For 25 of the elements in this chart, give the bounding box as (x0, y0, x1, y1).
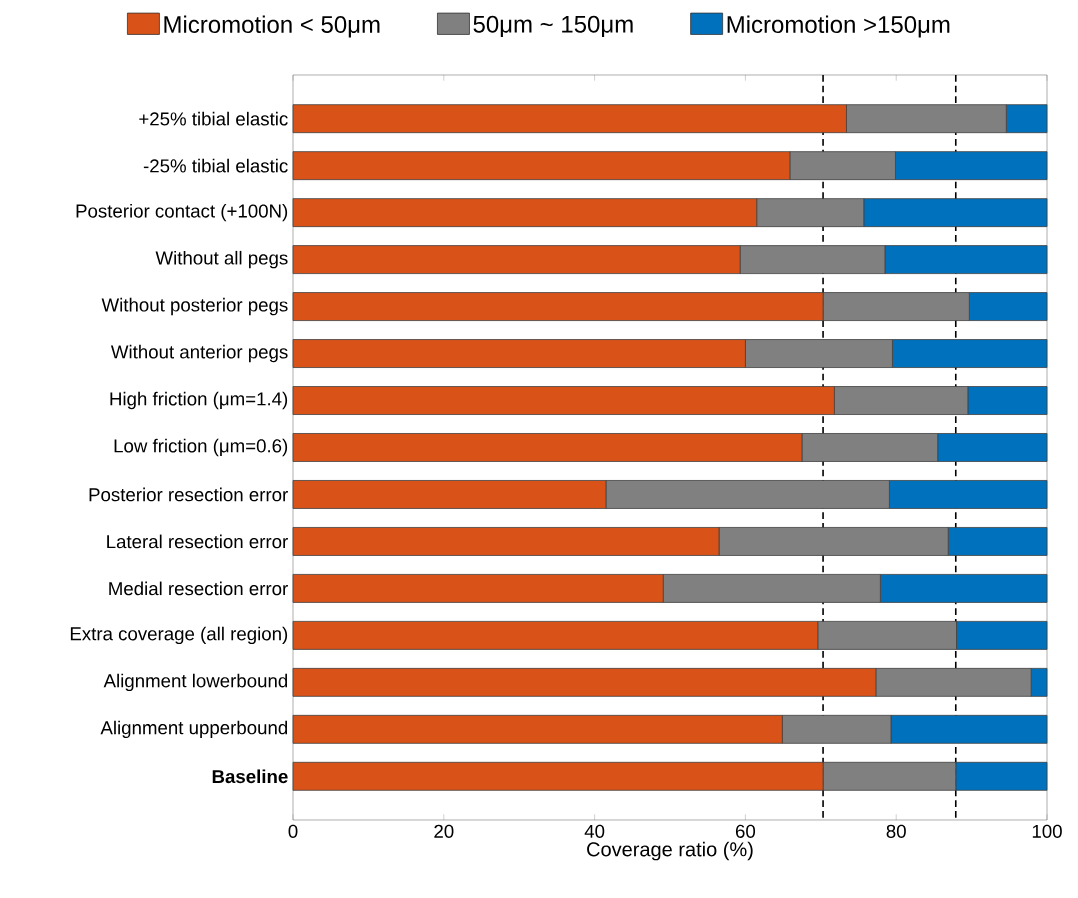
x-tick-label: 80 (886, 824, 906, 838)
y-tick-label: Without all pegs (155, 250, 288, 269)
y-tick-label: Posterior resection error (89, 487, 288, 502)
x-axis-title: Coverage ratio (%) (587, 841, 753, 861)
legend-label: 50μm ~ 150μm (473, 15, 633, 38)
y-tick-label: Extra coverage (all region) (70, 626, 288, 645)
y-tick-label: Posterior contact (+100N) (76, 203, 288, 222)
y-tick-label: Without anterior pegs (110, 344, 288, 363)
y-tick-label: High friction (μm=1.4) (110, 391, 288, 410)
y-tick-label: Low friction (μm=0.6) (114, 438, 288, 457)
y-tick-label: -25% tibial elastic (143, 158, 288, 173)
legend-label: Micromotion >150μm (727, 15, 950, 38)
y-tick-label: Alignment lowerbound (103, 673, 288, 692)
y-tick-label: Alignment upperbound (100, 720, 288, 739)
x-tick-label: 60 (735, 824, 756, 838)
y-tick-label: Lateral resection error (107, 534, 288, 549)
y-tick-label: Medial resection error (109, 581, 288, 596)
x-tick-label: 20 (434, 824, 454, 838)
y-tick-label: +25% tibial elastic (139, 111, 288, 126)
legend-label: Micromotion < 50μm (164, 15, 380, 38)
y-tick-label: Without posterior pegs (101, 297, 288, 316)
y-tick-label: Baseline (212, 769, 288, 784)
x-tick-label: 40 (584, 824, 605, 838)
x-tick-label: 100 (1032, 824, 1062, 838)
x-tick-label: 0 (288, 824, 298, 838)
